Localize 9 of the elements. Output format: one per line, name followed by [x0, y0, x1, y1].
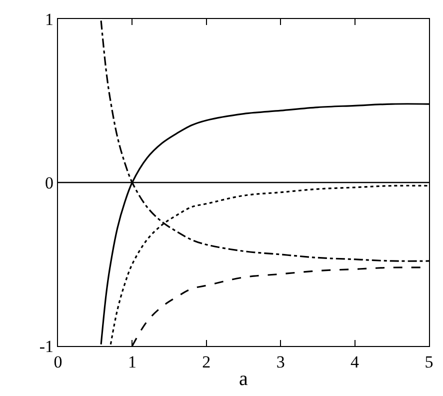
- x-tick-label: 4: [350, 352, 360, 372]
- y-tick-label: 0: [45, 173, 54, 192]
- x-tick-label: 2: [202, 352, 211, 372]
- x-axis-title: a: [239, 368, 248, 390]
- y-tick-label: -1: [39, 336, 54, 356]
- x-tick-label: 1: [128, 352, 136, 372]
- x-tick-label: 5: [424, 352, 434, 372]
- y-tick-label: 1: [45, 10, 54, 29]
- x-tick-label: 3: [276, 352, 285, 372]
